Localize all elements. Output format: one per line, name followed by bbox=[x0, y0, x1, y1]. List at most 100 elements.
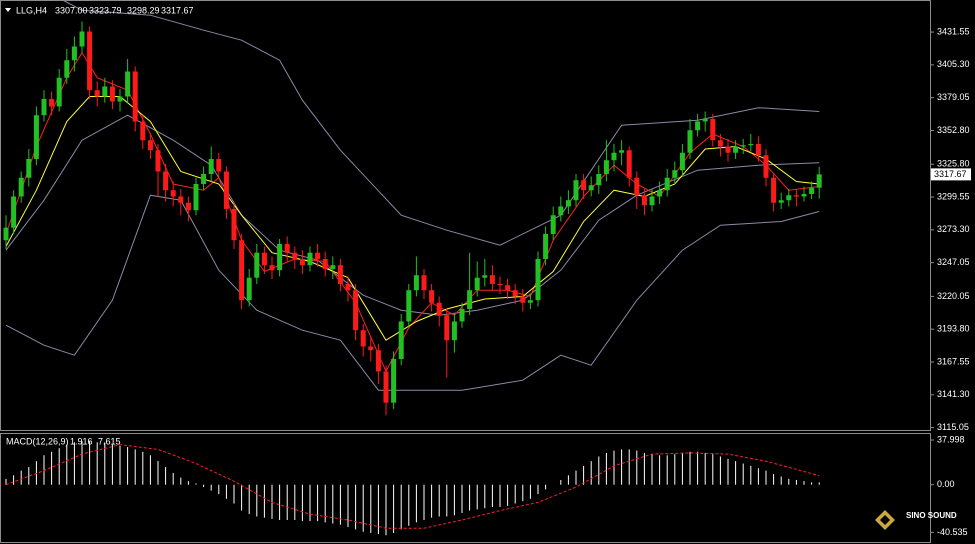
y-tick-label: 3115.05 bbox=[937, 422, 969, 432]
y-tick-label: 3325.80 bbox=[937, 159, 970, 169]
candle-body bbox=[649, 196, 655, 206]
candle-body bbox=[459, 308, 465, 322]
y-tick-label: 3379.05 bbox=[937, 92, 970, 102]
candle-body bbox=[550, 215, 556, 234]
candle-body bbox=[375, 350, 381, 372]
logo-icon-inner bbox=[880, 515, 890, 525]
y-tick-label: 3352.80 bbox=[937, 125, 970, 135]
candle-body bbox=[771, 177, 777, 203]
indicator-line bbox=[5, 96, 820, 341]
candle-body bbox=[277, 243, 283, 271]
candle-body bbox=[246, 277, 252, 301]
candle-body bbox=[201, 173, 207, 184]
candle-body bbox=[505, 285, 511, 291]
candle-body bbox=[421, 275, 427, 291]
candle-body bbox=[64, 60, 70, 78]
candle-body bbox=[26, 158, 32, 178]
candle-body bbox=[261, 252, 267, 266]
chart-title: LLG,H4 bbox=[16, 5, 47, 15]
candle-body bbox=[740, 145, 746, 147]
candle-body bbox=[239, 240, 245, 301]
candle-body bbox=[109, 86, 115, 102]
macd-signal-value: 7.615 bbox=[98, 436, 121, 446]
candle-body bbox=[147, 140, 153, 151]
candle-body bbox=[474, 277, 480, 291]
y-tick-label: 3167.55 bbox=[937, 356, 970, 366]
candle-body bbox=[284, 243, 290, 253]
candle-body bbox=[41, 98, 47, 116]
candle-body bbox=[391, 358, 397, 403]
candle-body bbox=[185, 202, 191, 211]
candle-body bbox=[216, 158, 222, 172]
candle-body bbox=[413, 275, 419, 291]
candle-body bbox=[269, 265, 275, 271]
candle-body bbox=[786, 195, 792, 201]
candle-body bbox=[193, 183, 199, 211]
candle-body bbox=[383, 371, 389, 403]
candle-body bbox=[809, 187, 815, 194]
candle-body bbox=[748, 143, 754, 146]
candle-body bbox=[117, 96, 123, 102]
macd-plot bbox=[5, 441, 820, 536]
candle-body bbox=[733, 146, 739, 153]
candle-body bbox=[588, 185, 594, 191]
candle-body bbox=[611, 152, 617, 161]
candle-body bbox=[125, 71, 131, 97]
logo-text: SINO SOUND bbox=[906, 511, 957, 520]
candle-body bbox=[603, 160, 609, 174]
candle-body bbox=[368, 346, 374, 351]
y-tick-label: 37.998 bbox=[937, 434, 965, 444]
candle-body bbox=[163, 171, 169, 191]
price-marker bbox=[931, 168, 971, 181]
candle-body bbox=[558, 206, 564, 216]
candle-body bbox=[87, 31, 93, 91]
candle-body bbox=[345, 283, 351, 291]
candle-body bbox=[33, 115, 39, 159]
candle-body bbox=[641, 195, 647, 206]
candle-body bbox=[702, 118, 708, 122]
candle-body bbox=[102, 86, 108, 97]
candle-body bbox=[512, 290, 518, 297]
macd-value: 1.916 bbox=[70, 436, 93, 446]
ohlc-label: 3323.79 bbox=[89, 5, 122, 15]
candle-body bbox=[801, 193, 807, 197]
candle-body bbox=[155, 150, 161, 172]
candle-body bbox=[398, 321, 404, 359]
candle-body bbox=[322, 258, 328, 269]
y-tick-label: 3247.05 bbox=[937, 257, 970, 267]
candle-body bbox=[56, 77, 62, 107]
macd-title: MACD(12,26,9) bbox=[6, 436, 69, 446]
candle-body bbox=[687, 130, 693, 153]
candle-body bbox=[619, 150, 625, 153]
ohlc-label: 3307.00 bbox=[55, 5, 88, 15]
candle-body bbox=[254, 252, 260, 278]
candle-body bbox=[527, 300, 533, 303]
logo: SINO SOUND bbox=[875, 510, 957, 530]
candle-body bbox=[140, 121, 146, 141]
candle-body bbox=[223, 171, 229, 209]
indicator-line bbox=[5, 194, 820, 391]
candle-body bbox=[497, 283, 503, 286]
candle-body bbox=[330, 265, 336, 269]
candle-body bbox=[626, 150, 632, 178]
y-tick-label: 3220.05 bbox=[937, 291, 970, 301]
candle-body bbox=[543, 233, 549, 259]
candle-body bbox=[353, 290, 359, 331]
candle-body bbox=[717, 140, 723, 147]
candle-body bbox=[49, 98, 55, 107]
candle-body bbox=[292, 252, 298, 259]
candle-body bbox=[793, 195, 799, 197]
y-tick-label: 3299.55 bbox=[937, 191, 970, 201]
y-tick-label: 3141.30 bbox=[937, 389, 970, 399]
macd-frame bbox=[0, 433, 931, 543]
y-tick-label: 3405.30 bbox=[937, 59, 970, 69]
candle-body bbox=[337, 265, 343, 284]
candle-body bbox=[444, 315, 450, 341]
indicator-line bbox=[5, 444, 820, 529]
candle-body bbox=[307, 252, 313, 266]
candle-body bbox=[710, 118, 716, 141]
main-frame bbox=[0, 0, 931, 431]
candle-body bbox=[3, 227, 9, 241]
candle-body bbox=[695, 121, 701, 131]
